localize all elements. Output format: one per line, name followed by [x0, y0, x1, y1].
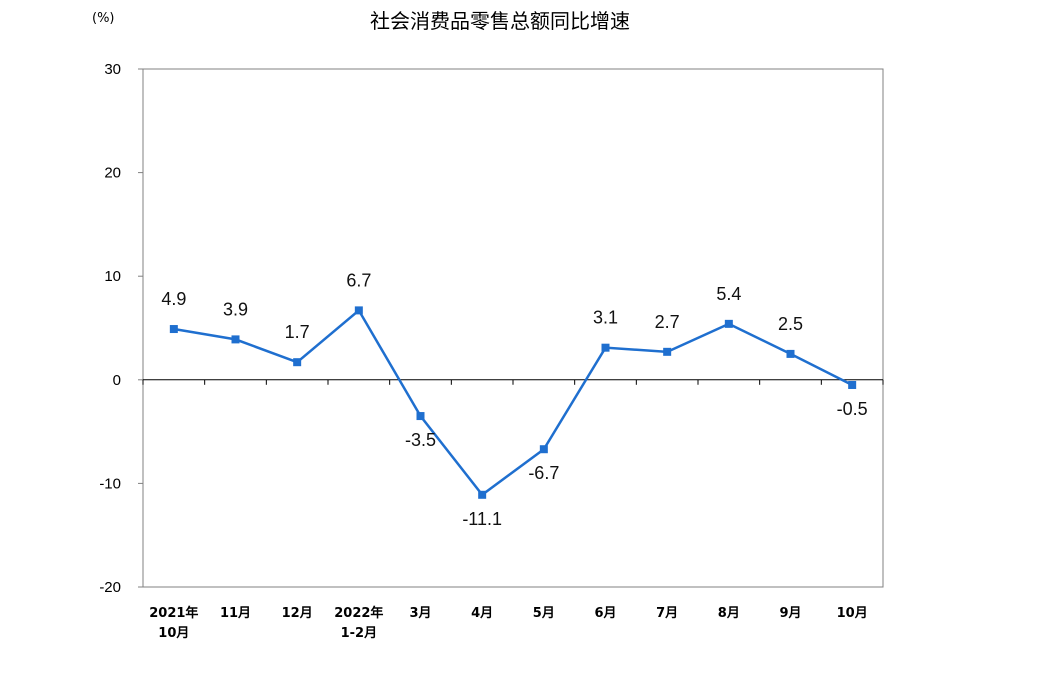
x-tick-label: 2021年 — [149, 605, 198, 621]
x-tick-label: 8月 — [718, 606, 740, 621]
x-axis-labels: 2021年 10月 11月 12月 2022年 1-2月 3月 4月 5月 6月 7月 8月 9月 10月 — [149, 605, 867, 641]
data-label: 3.1 — [593, 308, 618, 328]
y-tick-label: -20 — [99, 579, 121, 596]
data-point — [293, 358, 302, 367]
series-line — [173, 308, 853, 497]
x-tick-label: 7月 — [656, 606, 678, 621]
data-label: 5.4 — [716, 284, 741, 304]
data-label: -0.5 — [837, 399, 868, 419]
data-label: -11.1 — [462, 509, 502, 529]
plot-area-frame — [142, 68, 884, 588]
y-tick-label: 30 — [104, 61, 121, 78]
data-label: -3.5 — [405, 430, 436, 450]
x-axis-ticks — [142, 379, 884, 385]
data-point — [724, 319, 733, 328]
data-label: -6.7 — [528, 463, 559, 483]
data-point — [231, 335, 240, 344]
x-tick-label: 9月 — [779, 606, 801, 621]
data-point — [663, 347, 672, 356]
data-point — [539, 445, 548, 454]
data-label: 4.9 — [161, 289, 186, 309]
data-point — [601, 343, 610, 352]
x-tick-label: 12月 — [282, 606, 313, 621]
y-axis-unit-label: (%) — [92, 11, 115, 26]
data-point — [416, 412, 425, 421]
y-tick-label: -10 — [99, 475, 121, 492]
data-label: 2.7 — [655, 312, 680, 332]
data-point — [169, 325, 178, 334]
data-labels: 4.9 3.9 1.7 6.7 -3.5 -11.1 -6.7 3.1 2.7 5.4 2.5 -0.… — [161, 270, 867, 528]
x-tick-label: 5月 — [533, 606, 555, 621]
data-label: 3.9 — [223, 299, 248, 319]
x-tick-label: 6月 — [594, 606, 616, 621]
data-label: 1.7 — [285, 322, 310, 342]
data-label: 2.5 — [778, 314, 803, 334]
x-tick-label: 4月 — [471, 606, 493, 621]
x-tick-label: 10月 — [158, 626, 189, 641]
x-tick-label: 2022年 — [334, 605, 383, 621]
data-point — [786, 349, 795, 358]
data-point — [478, 490, 487, 499]
data-point — [848, 380, 857, 389]
x-tick-label: 11月 — [220, 606, 251, 621]
x-tick-label: 1-2月 — [341, 626, 378, 641]
x-tick-label: 10月 — [837, 606, 868, 621]
data-markers — [169, 306, 857, 499]
data-point — [354, 306, 363, 315]
chart-title: 社会消费品零售总额同比增速 — [370, 9, 630, 33]
data-label: 6.7 — [346, 270, 371, 290]
y-tick-label: 0 — [113, 372, 121, 389]
x-tick-label: 3月 — [409, 606, 431, 621]
y-tick-label: 20 — [104, 165, 121, 182]
y-axis: 30 20 10 0 -10 -20 — [99, 61, 143, 596]
y-tick-label: 10 — [104, 268, 121, 285]
